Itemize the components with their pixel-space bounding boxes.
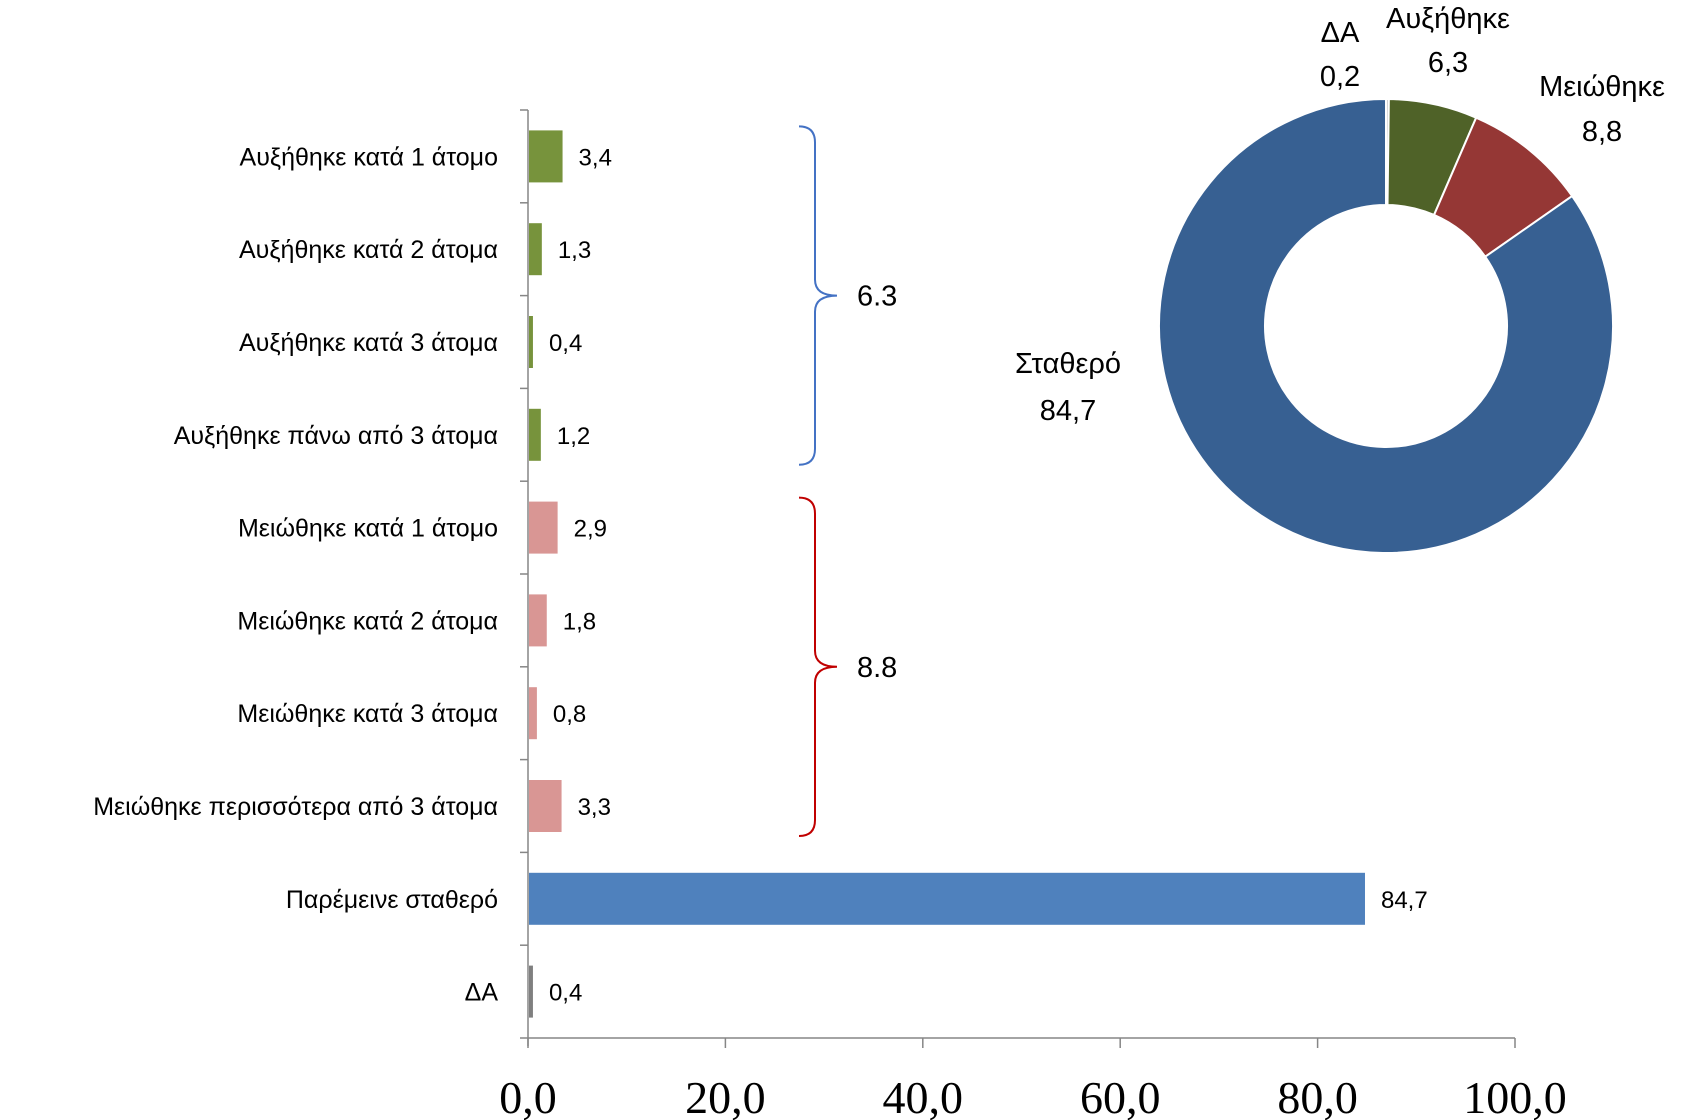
group-brace xyxy=(798,125,838,466)
data-label: 0,4 xyxy=(549,330,582,357)
slice-label: Αυξήθηκε xyxy=(1386,3,1510,35)
category-label: Μειώθηκε κατά 3 άτομα xyxy=(237,700,498,728)
slice-label: Μειώθηκε xyxy=(1539,71,1665,103)
x-tick-label: 20,0 xyxy=(685,1072,766,1120)
category-label: Μειώθηκε κατά 1 άτομο xyxy=(238,515,498,543)
bar xyxy=(529,130,563,183)
category-label: ΔΑ xyxy=(465,979,499,1007)
bar xyxy=(529,501,558,554)
slice-value-label: 0,2 xyxy=(1320,61,1360,93)
data-label: 0,4 xyxy=(549,980,582,1007)
data-label: 1,2 xyxy=(557,423,590,450)
category-label: Μειώθηκε κατά 2 άτομα xyxy=(237,607,498,635)
x-tick-label: 100,0 xyxy=(1463,1072,1567,1120)
donut-slice xyxy=(1158,97,1614,554)
group-total-label: 8.8 xyxy=(857,652,897,684)
bar xyxy=(529,316,533,368)
donut-chart: ΔΑ 0,2 Αυξήθηκε 6,3 Μειώθηκε 8,8 Σταθερό 84,7 xyxy=(1015,3,1665,554)
category-label: Αυξήθηκε κατά 3 άτομα xyxy=(239,329,498,357)
data-label: 1,8 xyxy=(563,608,596,635)
x-tick-label: 60,0 xyxy=(1080,1072,1161,1120)
x-tick-label: 80,0 xyxy=(1277,1072,1358,1120)
data-label: 0,8 xyxy=(553,701,586,728)
data-label: 3,4 xyxy=(579,144,612,171)
category-label: Αυξήθηκε κατά 2 άτομα xyxy=(239,236,498,264)
data-label: 3,3 xyxy=(578,794,611,821)
slice-value-label: 84,7 xyxy=(1040,395,1096,427)
x-tick-label: 40,0 xyxy=(883,1072,964,1120)
bar xyxy=(529,408,541,461)
category-label: Μειώθηκε περισσότερα από 3 άτομα xyxy=(93,793,498,821)
bar xyxy=(529,687,537,740)
category-label: Παρέμεινε σταθερό xyxy=(286,886,498,914)
data-label: 84,7 xyxy=(1381,887,1428,914)
bar xyxy=(529,872,1365,925)
group-brace xyxy=(798,496,838,837)
category-label: Αυξήθηκε πάνω από 3 άτομα xyxy=(174,422,498,450)
slice-label: ΔΑ xyxy=(1321,17,1360,49)
bar xyxy=(529,594,547,647)
category-label: Αυξήθηκε κατά 1 άτομο xyxy=(240,143,498,171)
group-total-label: 6.3 xyxy=(857,281,897,313)
slice-value-label: 8,8 xyxy=(1582,116,1622,148)
x-tick-label: 0,0 xyxy=(499,1072,557,1120)
data-label: 1,3 xyxy=(558,237,591,264)
bar-chart: 0,0 20,0 40,0 60,0 80,0 100,0 Αυξήθηκε κατά 1 … xyxy=(93,109,1567,1120)
bar xyxy=(529,780,562,832)
bar xyxy=(529,965,533,1018)
bar xyxy=(529,223,542,276)
slice-value-label: 6,3 xyxy=(1428,47,1468,79)
slice-label: Σταθερό xyxy=(1015,348,1121,380)
data-label: 2,9 xyxy=(574,516,607,543)
